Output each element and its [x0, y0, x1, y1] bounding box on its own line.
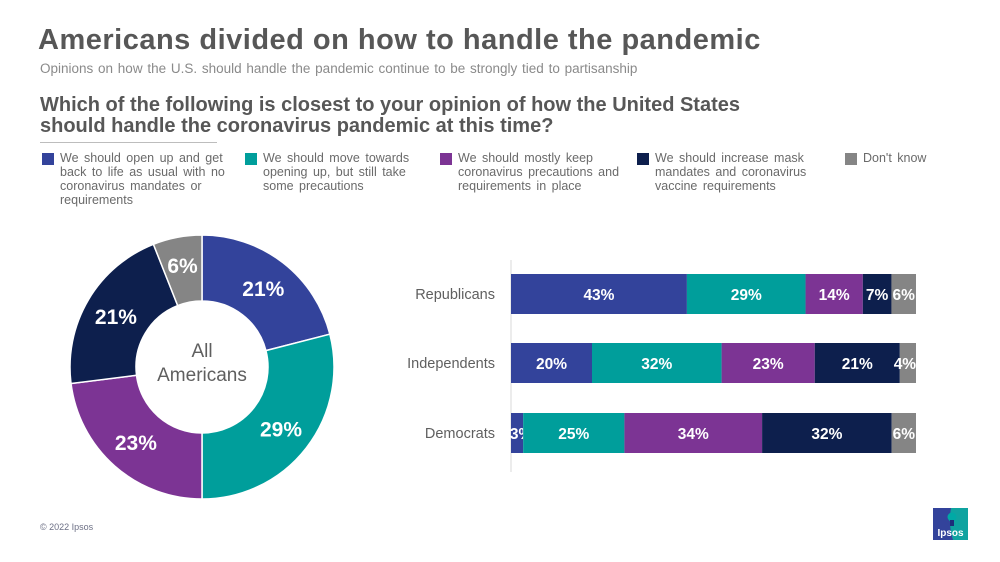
donut-label-increase: 21%: [95, 306, 137, 329]
donut-labels: 21% 29% 23% 21% 6%: [95, 255, 302, 455]
legend-swatch-increase: [637, 153, 649, 165]
bar-value-label: 25%: [558, 426, 589, 443]
bar-segment-open-up: [511, 343, 592, 383]
bar-segment-increase: [862, 274, 892, 314]
bar-segment-dont-know: [891, 274, 916, 314]
legend-item-keep: We should mostly keep coronavirus precau…: [440, 151, 620, 193]
bar-segment-move-towards: [592, 343, 722, 383]
ipsos-logo-text: Ipsos: [937, 528, 964, 539]
bar-segment-keep: [624, 413, 763, 453]
page-subtitle: Opinions on how the U.S. should handle t…: [40, 61, 638, 76]
bar-segment-move-towards: [523, 413, 625, 453]
legend-item-increase: We should increase mask mandates and cor…: [637, 151, 817, 193]
legend-item-move-towards: We should move towards opening up, but s…: [245, 151, 425, 193]
bar-value-label: 6%: [893, 287, 916, 304]
donut-slice-move-towards: [201, 333, 335, 500]
legend-swatch-dont-know: [845, 153, 857, 165]
copyright: © 2022 Ipsos: [40, 522, 94, 532]
bar-value-label: 32%: [641, 356, 672, 373]
chart-legend: We should open up and get back to life a…: [0, 151, 1000, 211]
donut-center-label: All Americans: [157, 341, 247, 386]
bar-value-label: 43%: [583, 287, 614, 304]
legend-label: Don't know: [863, 151, 927, 165]
donut-slice-dont-know: [152, 234, 203, 307]
legend-label: We should mostly keep coronavirus precau…: [458, 151, 620, 193]
donut-label-open-up: 21%: [242, 278, 284, 301]
bar-value-label: 23%: [753, 356, 784, 373]
legend-label: We should move towards opening up, but s…: [263, 151, 410, 193]
bar-segment-keep: [721, 343, 815, 383]
bar-category-label: Democrats: [425, 426, 495, 442]
bar-segment-move-towards: [686, 274, 806, 314]
bar-segment-increase: [814, 343, 900, 383]
bar-row-republicans: Republicans 43% 29% 14% 7% 6%: [415, 274, 916, 314]
bar-value-label: 29%: [731, 287, 762, 304]
donut-label-keep: 23%: [115, 432, 157, 455]
bar-row-democrats: Democrats 3% 25% 34% 32% 6%: [425, 413, 916, 453]
bar-segment-keep: [805, 274, 863, 314]
legend-label: We should open up and get back to life a…: [60, 151, 225, 207]
donut-slice-keep: [70, 374, 203, 500]
bar-segment-open-up: [511, 413, 524, 453]
bar-category-label: Independents: [407, 356, 495, 372]
bar-value-label: 14%: [819, 287, 850, 304]
bar-value-label: 7%: [866, 287, 889, 304]
donut-center-line: All: [191, 341, 212, 362]
bar-category-label: Republicans: [415, 287, 495, 303]
bar-segment-increase: [762, 413, 892, 453]
bar-value-label: 4%: [894, 356, 917, 373]
stacked-bar-chart: Republicans 43% 29% 14% 7% 6%Independents 20% 3…: [407, 260, 916, 472]
bar-row-independents: Independents 20% 32% 23% 21% 4%: [407, 343, 916, 383]
bar-rows: Republicans 43% 29% 14% 7% 6%Independents 20% 3…: [407, 274, 916, 453]
legend-swatch-keep: [440, 153, 452, 165]
legend-item-dont-know: Don't know: [845, 151, 955, 165]
legend-swatch-move-towards: [245, 153, 257, 165]
bar-value-label: 32%: [811, 426, 842, 443]
donut-chart-all-americans: 21% 29% 23% 21% 6% All Americans: [69, 234, 335, 500]
bar-value-label: 34%: [678, 426, 709, 443]
bar-segment-open-up: [511, 274, 687, 314]
ipsos-logo: Ipsos: [933, 508, 968, 540]
bar-value-label: 20%: [536, 356, 567, 373]
survey-question: Which of the following is closest to you…: [40, 94, 740, 137]
page-title: Americans divided on how to handle the p…: [38, 24, 761, 56]
donut-center-line: Americans: [157, 365, 247, 386]
bar-segment-dont-know: [899, 343, 916, 383]
donut-label-dont-know: 6%: [167, 255, 198, 278]
legend-swatch-open-up: [42, 153, 54, 165]
bar-segment-dont-know: [891, 413, 916, 453]
legend-label: We should increase mask mandates and cor…: [655, 151, 807, 193]
bar-value-label: 21%: [842, 356, 873, 373]
question-underline: [40, 142, 217, 143]
legend-item-open-up: We should open up and get back to life a…: [42, 151, 232, 207]
donut-slices: [69, 234, 335, 500]
donut-slice-open-up: [201, 234, 331, 352]
donut-slice-increase: [69, 243, 179, 385]
donut-label-move-towards: 29%: [260, 418, 302, 441]
bar-value-label: 6%: [893, 426, 916, 443]
